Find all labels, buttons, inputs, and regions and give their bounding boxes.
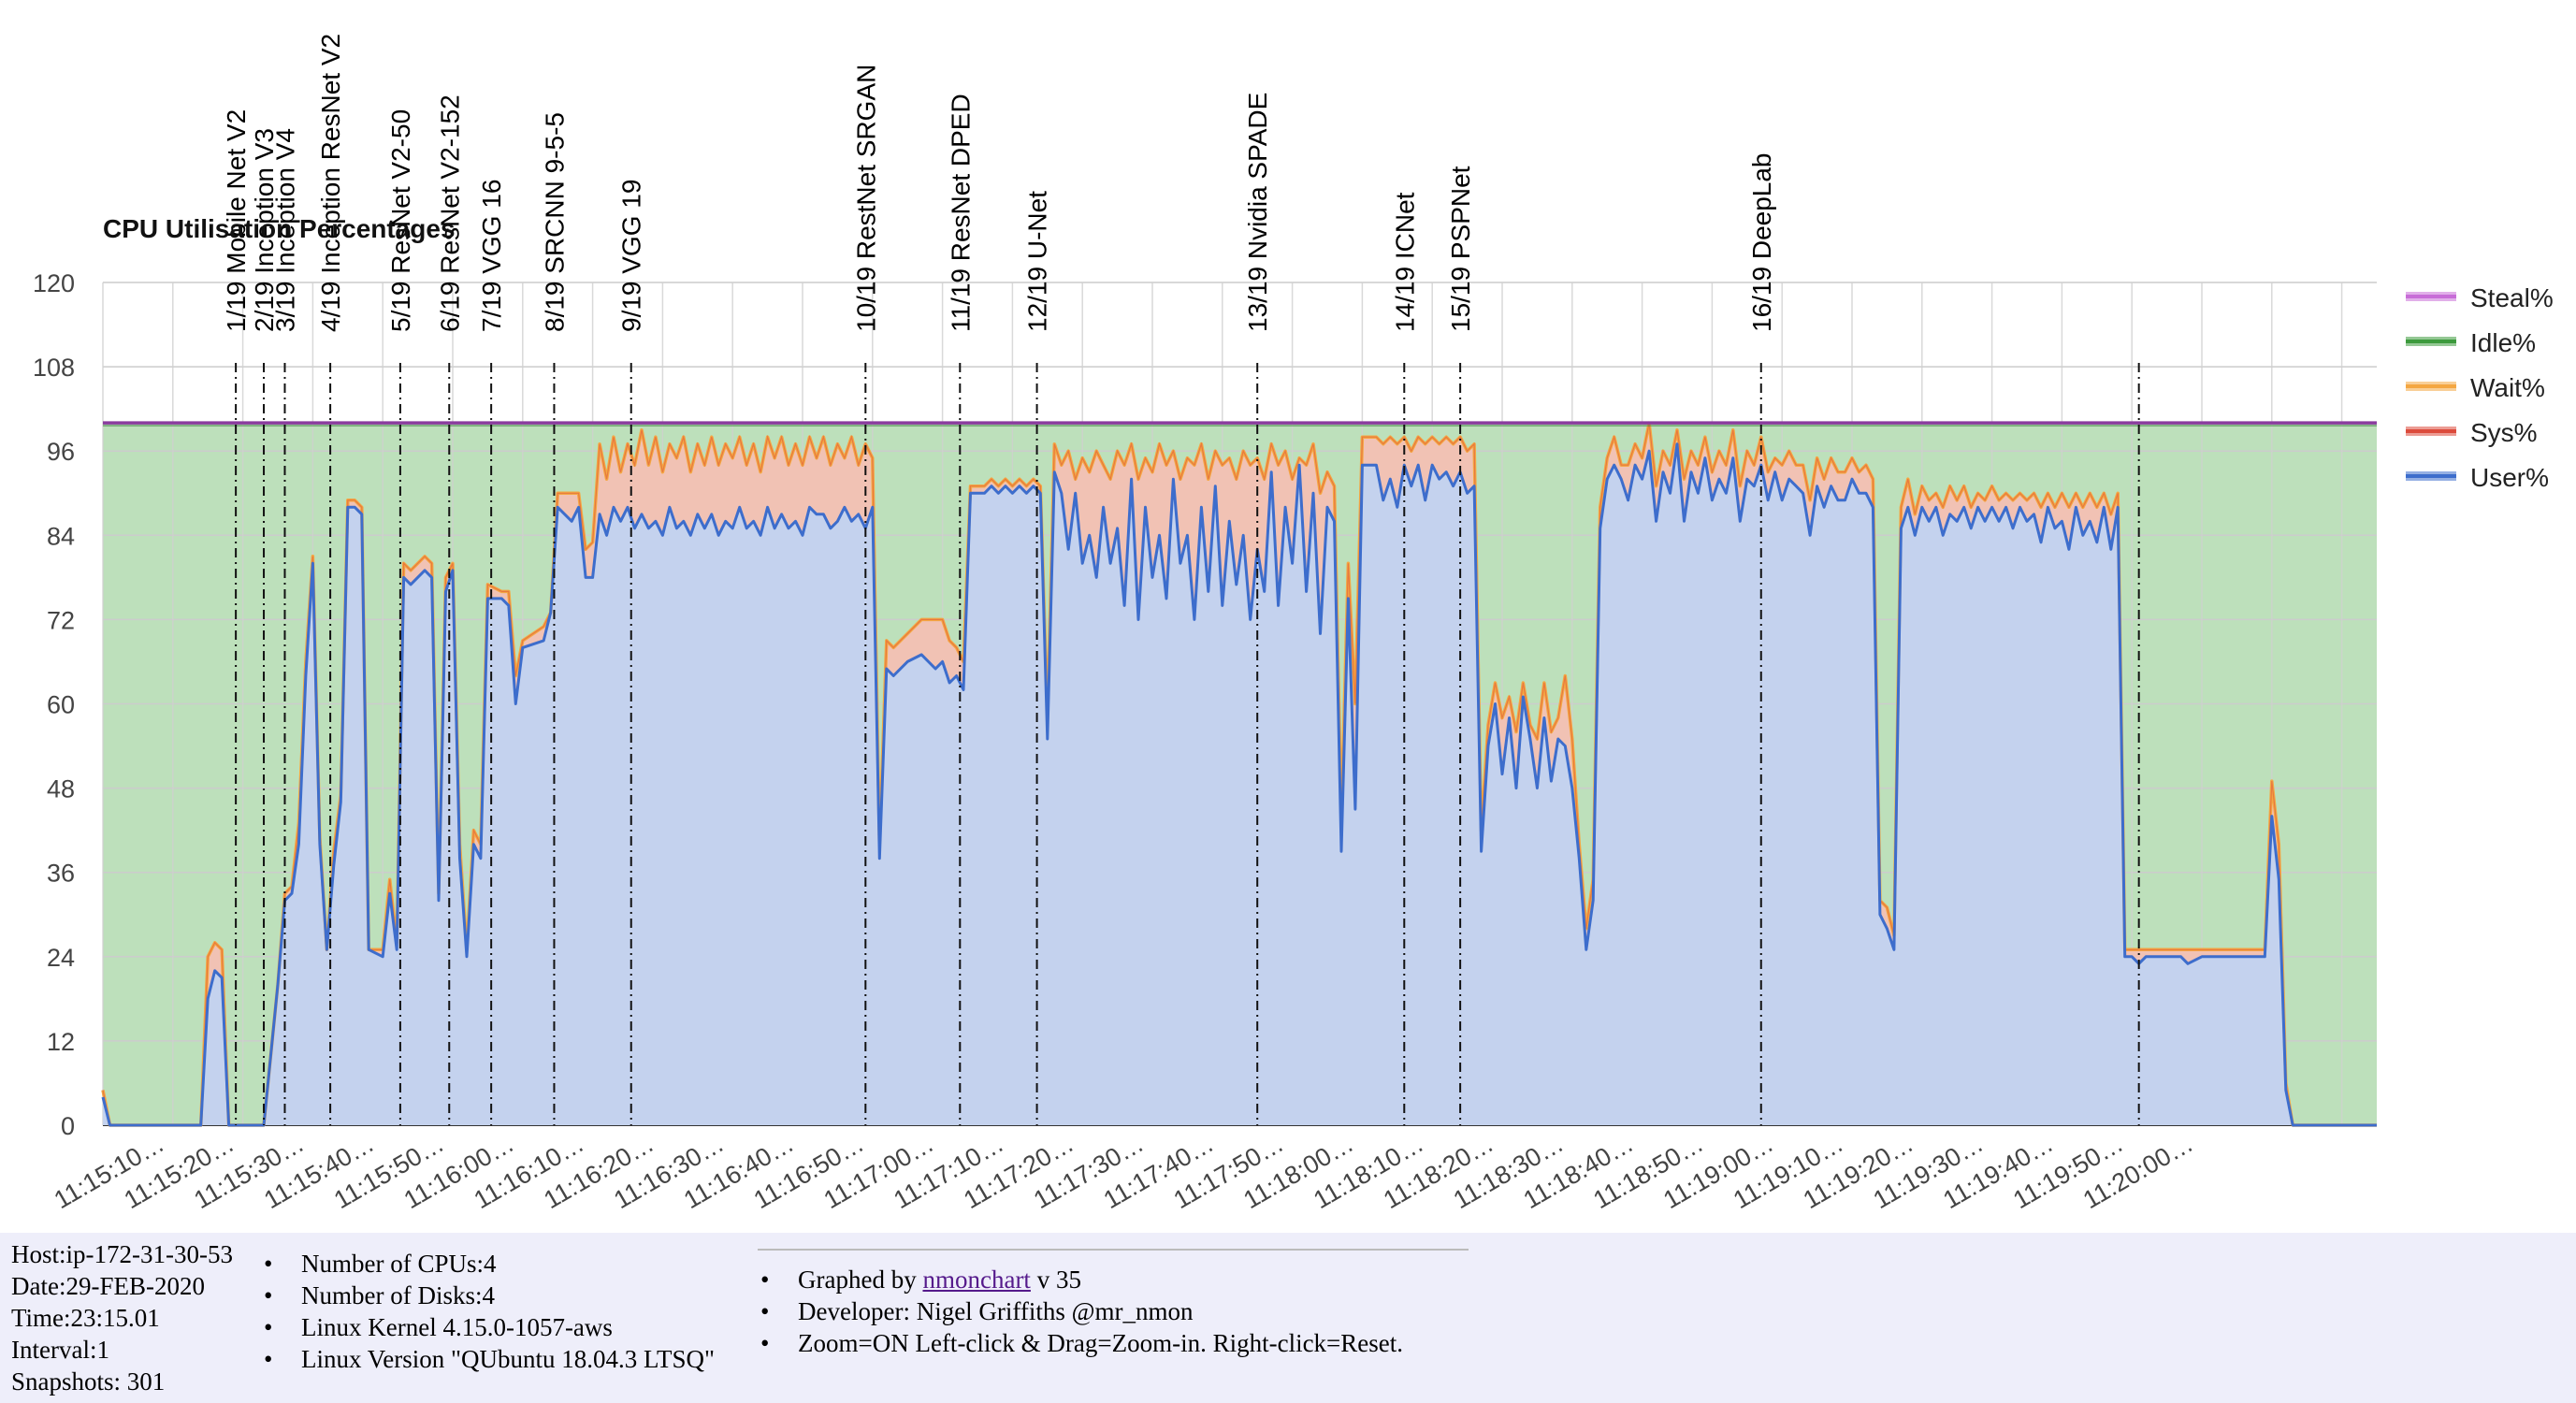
credits-list: Graphed by nmonchart v 35 Developer: Nig… bbox=[753, 1264, 1403, 1359]
interval-line: Interval:1 bbox=[11, 1336, 109, 1364]
cpu-count: Number of CPUs:4 bbox=[256, 1248, 715, 1280]
snapshots-line: Snapshots: 301 bbox=[11, 1367, 166, 1396]
host-info: Host:ip-172-31-30-53 Date:29-FEB-2020 Ti… bbox=[11, 1238, 233, 1397]
y-tick-label: 108 bbox=[33, 354, 75, 382]
legend-label: Idle% bbox=[2470, 328, 2536, 357]
benchmark-marker-label: 11/19 ResNet DPED bbox=[946, 94, 975, 332]
system-info-list: Number of CPUs:4 Number of Disks:4 Linux… bbox=[256, 1248, 715, 1375]
graphed-by-suffix: v 35 bbox=[1030, 1266, 1081, 1294]
y-tick-label: 36 bbox=[47, 860, 75, 888]
kernel-version: Linux Kernel 4.15.0-1057-aws bbox=[256, 1311, 715, 1343]
y-tick-label: 72 bbox=[47, 606, 75, 634]
host-line: Host:ip-172-31-30-53 bbox=[11, 1240, 233, 1268]
developer-credit: Developer: Nigel Griffiths @mr_nmon bbox=[753, 1295, 1403, 1327]
benchmark-marker-label: 8/19 SRCNN 9-5-5 bbox=[540, 112, 569, 332]
benchmark-marker-label: 12/19 U-Net bbox=[1023, 191, 1052, 332]
zoom-note: Zoom=ON Left-click & Drag=Zoom-in. Right… bbox=[753, 1327, 1403, 1359]
legend-label: Sys% bbox=[2470, 418, 2538, 447]
y-tick-label: 120 bbox=[33, 269, 75, 297]
benchmark-marker-label: 15/19 PSPNet bbox=[1446, 166, 1475, 332]
benchmark-marker-label: 10/19 RestNet SRGAN bbox=[851, 65, 880, 332]
footer-panel: Host:ip-172-31-30-53 Date:29-FEB-2020 Ti… bbox=[0, 1233, 2576, 1403]
benchmark-marker-label: 13/19 Nvidia SPADE bbox=[1243, 93, 1272, 332]
legend-label: Steal% bbox=[2470, 283, 2554, 312]
benchmark-marker-label: 14/19 ICNet bbox=[1390, 192, 1419, 332]
benchmark-marker-label: 6/19 ResNet V2-152 bbox=[435, 94, 464, 332]
user-area bbox=[103, 443, 2377, 1125]
nmonchart-link[interactable]: nmonchart bbox=[922, 1266, 1031, 1294]
cpu-chart-container[interactable]: 0 12 24 36 48 60 72 84 96 108 120 11:15:10… 11:15:20… bbox=[0, 0, 2576, 1233]
linux-version: Linux Version "QUbuntu 18.04.3 LTSQ" bbox=[256, 1343, 715, 1375]
benchmark-marker-label: 7/19 VGG 16 bbox=[477, 180, 506, 332]
y-tick-label: 84 bbox=[47, 522, 75, 550]
legend-label: Wait% bbox=[2470, 373, 2545, 402]
cpu-utilisation-chart[interactable]: 0122436486072849610812011:15:10…11:15:20… bbox=[0, 0, 2576, 1233]
benchmark-marker-label: 2/19 Inception V3 bbox=[250, 128, 279, 332]
legend-label: User% bbox=[2470, 463, 2549, 492]
y-tick-label: 0 bbox=[61, 1112, 75, 1140]
y-tick-label: 60 bbox=[47, 691, 75, 719]
benchmark-marker-label: 16/19 DeepLab bbox=[1747, 152, 1776, 332]
chart-title: CPU Utilisation Percentages bbox=[103, 214, 456, 243]
benchmark-marker-label: 9/19 VGG 19 bbox=[617, 180, 646, 332]
footer-divider bbox=[758, 1249, 1469, 1251]
y-tick-label: 48 bbox=[47, 775, 75, 803]
y-tick-label: 24 bbox=[47, 944, 75, 972]
benchmark-marker-label: 1/19 Mobile Net V2 bbox=[222, 109, 251, 332]
disk-count: Number of Disks:4 bbox=[256, 1280, 715, 1311]
benchmark-marker-label: 5/19 ResNet V2-50 bbox=[386, 109, 415, 332]
benchmark-marker-label: 4/19 Inception ResNet V2 bbox=[316, 34, 345, 332]
y-tick-label: 12 bbox=[47, 1028, 75, 1056]
time-line: Time:23:15.01 bbox=[11, 1304, 160, 1332]
date-line: Date:29-FEB-2020 bbox=[11, 1272, 205, 1300]
y-tick-label: 96 bbox=[47, 438, 75, 466]
graphed-by: Graphed by nmonchart v 35 bbox=[753, 1264, 1403, 1295]
sys-line bbox=[102, 423, 2377, 1126]
benchmark-marker-label: 3/19 Inception V4 bbox=[270, 128, 299, 332]
graphed-by-prefix: Graphed by bbox=[798, 1266, 923, 1294]
